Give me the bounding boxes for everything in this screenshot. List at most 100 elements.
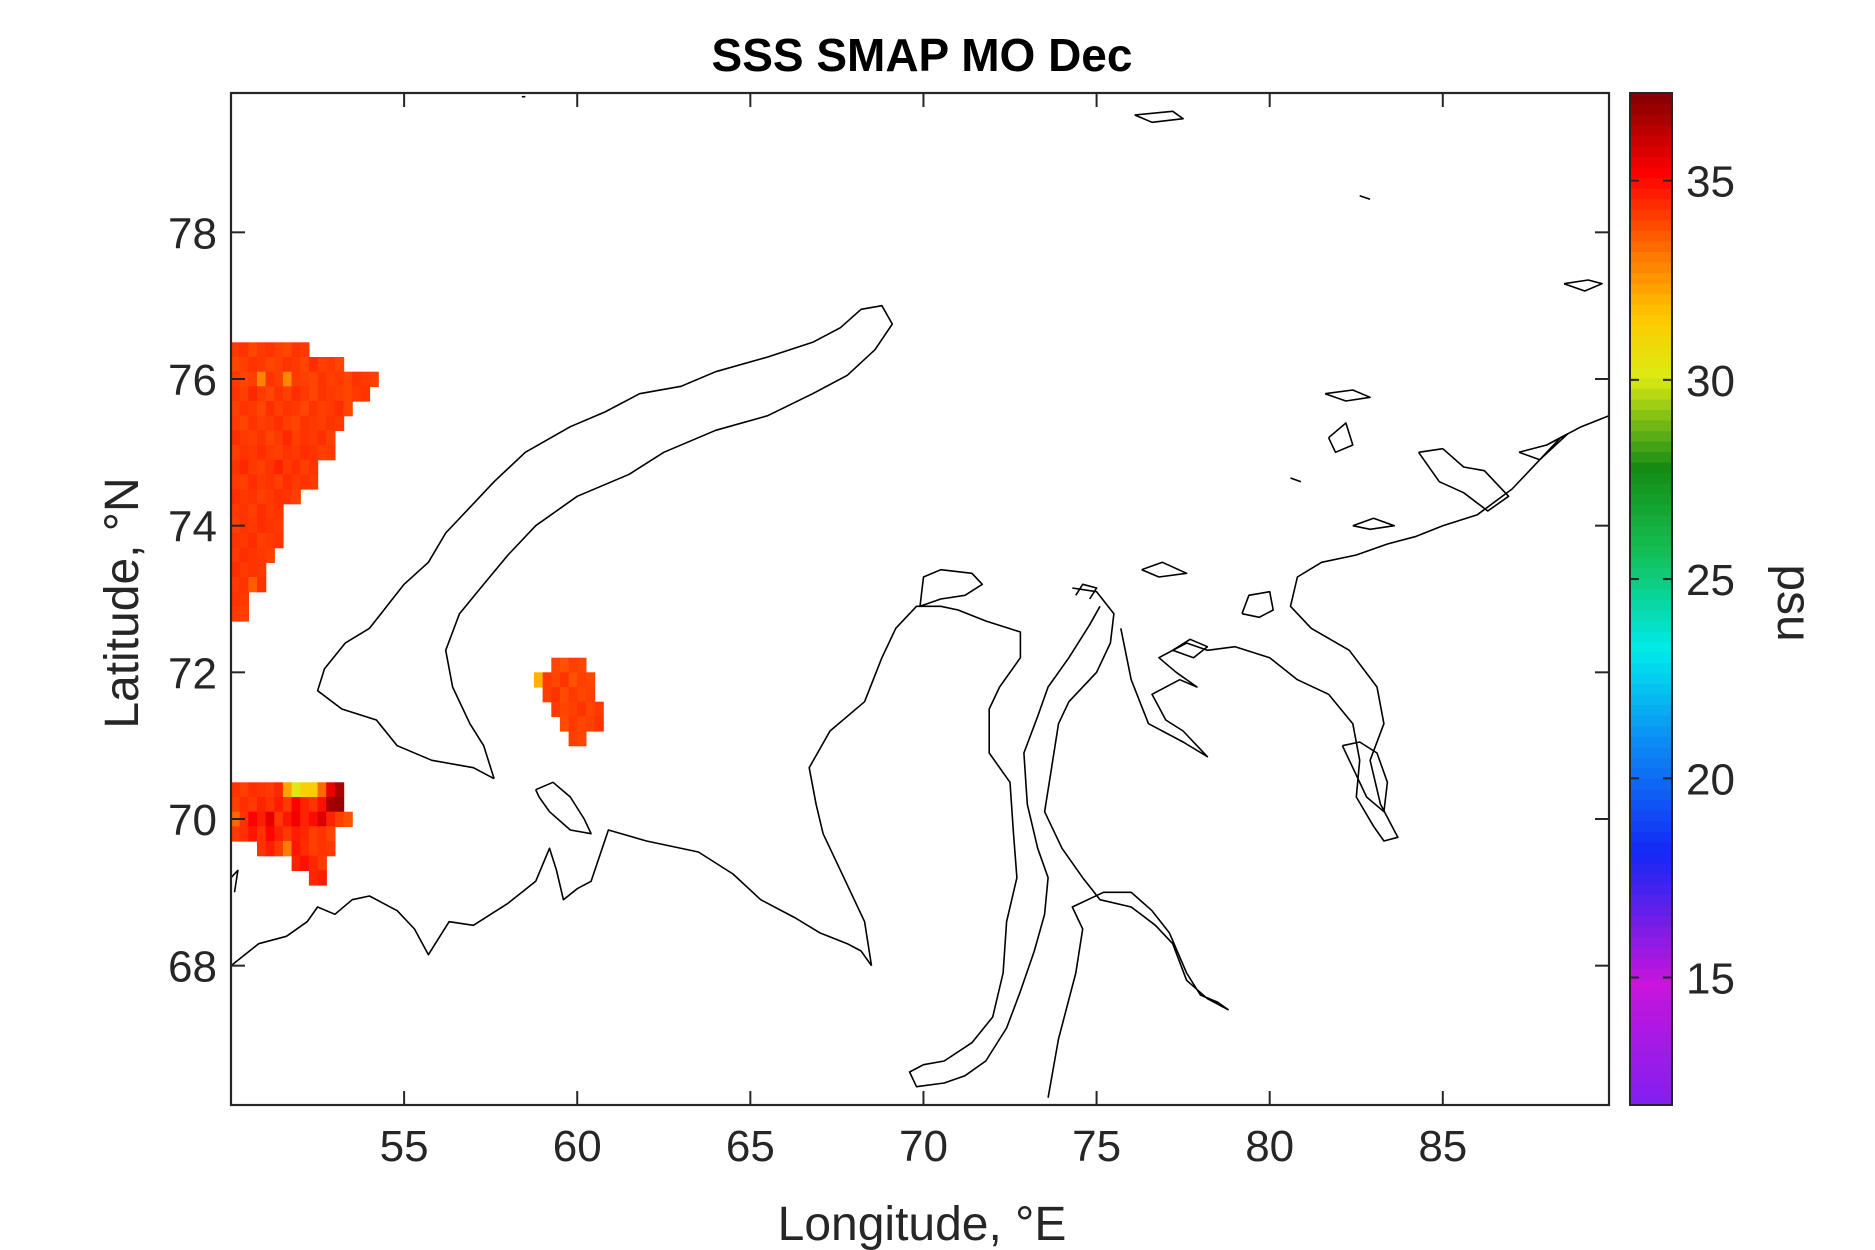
- sss-cell: [274, 371, 284, 387]
- sss-cell: [257, 342, 267, 358]
- sss-cell: [291, 371, 301, 387]
- colorbar-segment: [1630, 852, 1672, 864]
- colorbar-segment: [1630, 757, 1672, 769]
- sss-cell: [231, 562, 241, 578]
- sss-cell: [231, 547, 241, 563]
- coastline: [1327, 422, 1354, 454]
- sss-cell: [559, 716, 570, 732]
- colorbar-segment: [1630, 968, 1672, 980]
- sss-cell: [248, 415, 258, 431]
- colorbar-segment: [1630, 862, 1672, 874]
- sss-cell: [291, 357, 301, 373]
- coastline: [230, 869, 239, 893]
- sss-cell: [308, 855, 319, 871]
- colorbar-segment: [1630, 398, 1672, 410]
- sss-cell: [326, 841, 336, 857]
- colorbar-segment: [1630, 989, 1672, 1001]
- colorbar-segment: [1630, 925, 1672, 938]
- colorbar-segment: [1630, 525, 1672, 537]
- colorbar-segment: [1630, 1073, 1672, 1085]
- sss-cell: [343, 811, 353, 827]
- colorbar-segment: [1630, 767, 1672, 779]
- sss-cell: [534, 672, 544, 688]
- sss-cell: [291, 430, 301, 446]
- colorbar-segment: [1630, 556, 1672, 569]
- sss-cell: [559, 701, 570, 717]
- sss-cell: [282, 459, 293, 475]
- y-tick-label: 72: [168, 649, 217, 698]
- sss-cell: [282, 474, 293, 490]
- sss-cell: [231, 503, 241, 519]
- colorbar-segment: [1630, 830, 1672, 843]
- sss-cell: [239, 430, 249, 446]
- sss-cell: [594, 701, 604, 717]
- sss-cell: [334, 415, 345, 431]
- sss-cell: [231, 401, 241, 417]
- sss-cell: [231, 489, 241, 505]
- sss-cell: [317, 826, 327, 842]
- sss-cell: [248, 826, 258, 842]
- sss-cell: [248, 386, 258, 402]
- sss-cell: [239, 342, 249, 358]
- sss-cell: [257, 445, 267, 461]
- sss-cell: [559, 657, 570, 673]
- colorbar-segment: [1630, 367, 1672, 379]
- sss-cell: [577, 716, 587, 732]
- x-tick-label: 85: [1418, 1122, 1467, 1171]
- coastline: [1120, 414, 1610, 842]
- colorbar-segment: [1630, 483, 1672, 495]
- colorbar-segment: [1630, 841, 1672, 853]
- colorbar-segment: [1630, 873, 1672, 885]
- sss-cell: [585, 716, 596, 732]
- colorbar-segment: [1630, 451, 1672, 463]
- sss-cell: [291, 342, 301, 358]
- sss-cell: [265, 401, 275, 417]
- sss-cell: [231, 386, 241, 402]
- sss-cell: [542, 687, 552, 703]
- sss-cell: [265, 342, 275, 358]
- colorbar-segment: [1630, 472, 1672, 484]
- sss-cell: [317, 415, 327, 431]
- colorbar-segment: [1630, 219, 1672, 231]
- sss-cell: [265, 459, 275, 475]
- colorbar-segment: [1630, 1041, 1672, 1054]
- colorbar-segment: [1630, 620, 1672, 632]
- coastline: [1134, 110, 1184, 124]
- sss-cell: [300, 342, 310, 358]
- coastline: [1141, 561, 1188, 578]
- sss-cell: [300, 841, 310, 857]
- colorbar-segment: [1630, 504, 1672, 516]
- sss-cell: [308, 445, 319, 461]
- sss-cell: [239, 386, 249, 402]
- sss-cell: [248, 489, 258, 505]
- colorbar-segment: [1630, 788, 1672, 801]
- sss-cell: [317, 855, 327, 871]
- colorbar-frame: [1629, 92, 1673, 1106]
- sss-cell: [282, 357, 293, 373]
- sss-cell: [282, 445, 293, 461]
- sss-cell: [274, 474, 284, 490]
- colorbar-segment: [1630, 577, 1672, 590]
- sss-cell: [239, 415, 249, 431]
- sss-cell: [300, 782, 310, 798]
- colorbar-segment: [1630, 1020, 1672, 1032]
- colorbar-segment: [1630, 946, 1672, 959]
- sss-cell: [577, 672, 587, 688]
- sss-cell: [265, 371, 275, 387]
- sss-cell: [568, 657, 578, 673]
- coastline: [919, 568, 984, 608]
- colorbar-segment: [1630, 651, 1672, 663]
- x-tick-label: 80: [1245, 1122, 1294, 1171]
- sss-cell: [326, 445, 336, 461]
- sss-cell: [300, 797, 310, 813]
- sss-cell: [248, 533, 258, 549]
- y-tick-label: 70: [168, 796, 217, 845]
- sss-cell: [317, 870, 327, 886]
- coastline: [1075, 583, 1098, 600]
- sss-cell: [257, 503, 267, 519]
- sss-cell: [317, 841, 327, 857]
- sss-cell: [274, 826, 284, 842]
- y-tick-label: 78: [168, 209, 217, 258]
- colorbar-segment: [1630, 314, 1672, 326]
- sss-cell: [326, 782, 336, 798]
